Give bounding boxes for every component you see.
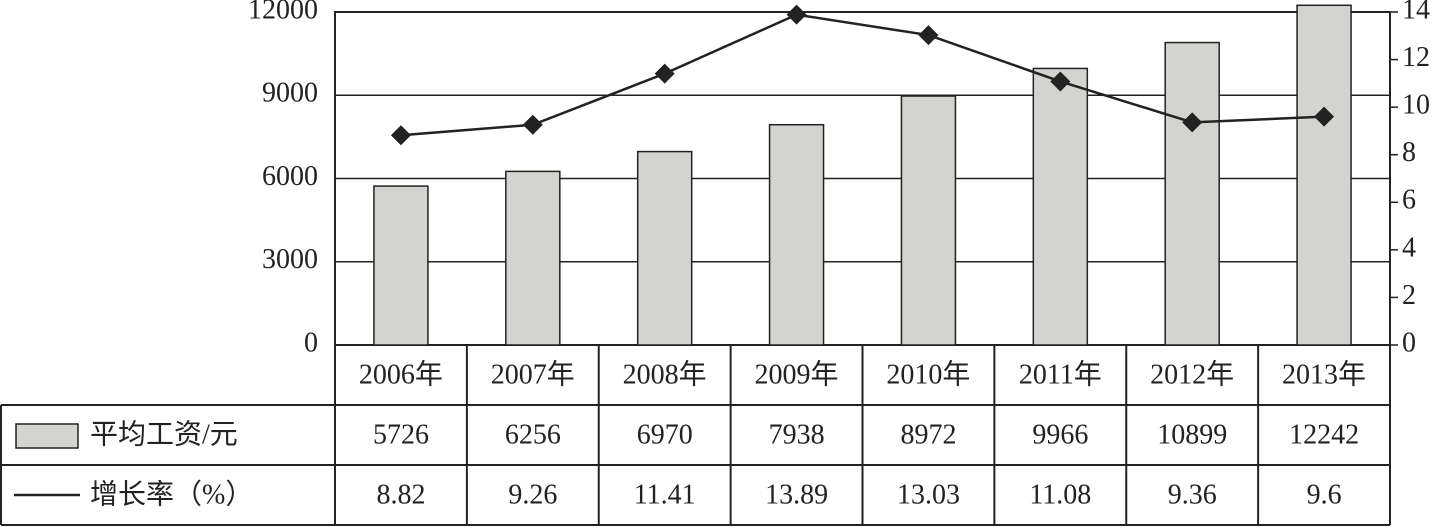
table-value: 7938 xyxy=(769,419,825,450)
table-value: 9.6 xyxy=(1307,479,1342,510)
x-tick-label: 2008年 xyxy=(623,358,707,390)
line xyxy=(400,13,1325,137)
marker xyxy=(1182,112,1203,133)
table-value: 8.82 xyxy=(376,479,425,510)
y2-tick-label: 4 xyxy=(1402,232,1416,263)
marker xyxy=(918,25,939,46)
marker xyxy=(1314,106,1335,127)
bar xyxy=(900,95,957,346)
bar xyxy=(505,170,561,346)
legend-label: 平均工资/元 xyxy=(90,418,238,450)
bar xyxy=(768,123,825,346)
bar xyxy=(1164,41,1220,346)
table-value: 6970 xyxy=(637,419,693,450)
y-tick-label: 3000 xyxy=(262,244,318,275)
x-tick-label: 2011年 xyxy=(1019,358,1102,390)
y2-tick-label: 0 xyxy=(1402,327,1416,358)
table-value: 9.36 xyxy=(1168,479,1217,510)
marker xyxy=(1050,71,1071,92)
y-tick-label: 0 xyxy=(304,327,318,358)
table-value: 9.26 xyxy=(508,479,557,510)
legend-label: 增长率（%） xyxy=(90,478,253,510)
x-tick-label: 2006年 xyxy=(359,358,443,390)
bar xyxy=(1032,67,1089,346)
x-tick-label: 2009年 xyxy=(755,358,839,390)
y-tick-label: 9000 xyxy=(262,78,318,109)
y2-tick-label: 6 xyxy=(1402,185,1416,216)
y2-tick-label: 10 xyxy=(1402,90,1430,121)
x-tick-label: 2010年 xyxy=(886,358,970,390)
table-value: 11.41 xyxy=(634,479,696,510)
y2-tick-label: 14 xyxy=(1402,0,1430,25)
table-value: 8972 xyxy=(900,419,956,450)
x-tick-label: 2013年 xyxy=(1282,358,1366,390)
table-value: 5726 xyxy=(373,419,429,450)
y2-tick-label: 8 xyxy=(1402,137,1416,168)
table-value: 12242 xyxy=(1289,419,1359,450)
table-value: 6256 xyxy=(505,419,561,450)
bar xyxy=(1296,4,1352,346)
table-value: 13.03 xyxy=(897,479,960,510)
legend-swatch-bar xyxy=(15,423,79,449)
marker xyxy=(522,114,543,135)
y-tick-label: 12000 xyxy=(248,0,318,25)
x-tick-label: 2012年 xyxy=(1150,358,1234,390)
bar xyxy=(373,185,429,346)
table-value: 10899 xyxy=(1157,419,1227,450)
bar xyxy=(636,150,693,346)
y2-tick-label: 2 xyxy=(1402,280,1416,311)
marker xyxy=(390,125,411,146)
y-tick-label: 6000 xyxy=(262,161,318,192)
table-value: 13.89 xyxy=(765,479,828,510)
table-value: 9966 xyxy=(1032,419,1088,450)
y2-tick-label: 12 xyxy=(1402,42,1430,73)
marker xyxy=(786,4,807,25)
x-tick-label: 2007年 xyxy=(491,358,575,390)
marker xyxy=(654,63,675,84)
table-value: 11.08 xyxy=(1029,479,1091,510)
